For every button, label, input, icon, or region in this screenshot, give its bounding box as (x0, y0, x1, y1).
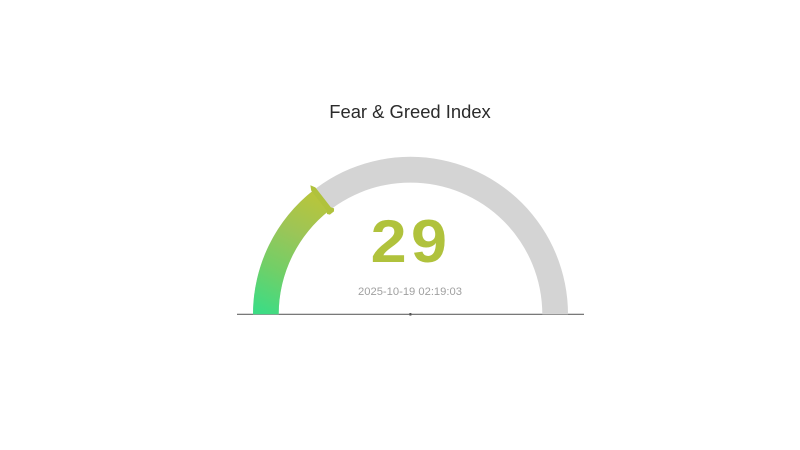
svg-text:2025-10-19 02:19:03: 2025-10-19 02:19:03 (358, 286, 462, 298)
svg-text:29: 29 (371, 208, 452, 275)
